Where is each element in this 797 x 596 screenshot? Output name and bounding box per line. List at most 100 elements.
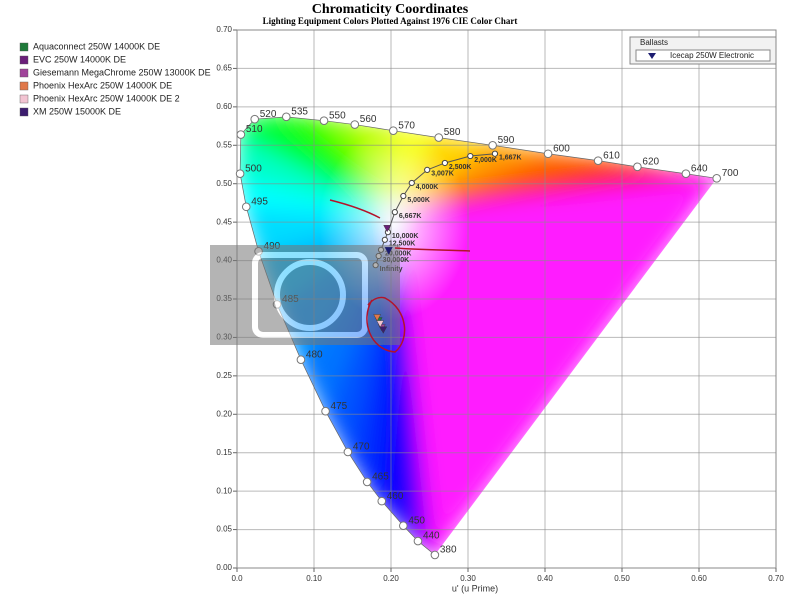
ballast-point [384, 247, 393, 255]
data-point [383, 225, 391, 233]
legend-label: Icecap 250W Electronic [670, 51, 754, 60]
cct-label: 10,000K [392, 233, 418, 240]
wavelength-marker [712, 174, 722, 183]
wavelength-marker [319, 116, 329, 125]
wavelength-label: 590 [498, 135, 515, 146]
wavelength-label: 560 [360, 114, 377, 125]
cct-marker [441, 159, 448, 167]
legend-swatch [19, 107, 29, 117]
wavelength-marker [434, 133, 444, 142]
wavelength-marker [430, 550, 440, 560]
wavelength-marker [681, 169, 691, 179]
x-tick-label: 0.50 [614, 574, 630, 583]
wavelength-marker [235, 169, 245, 179]
wavelength-label: 510 [246, 124, 263, 135]
legend-label: Phoenix HexArc 250W 14000K DE [33, 80, 172, 90]
legend-swatch [19, 55, 29, 65]
cct-marker [391, 209, 398, 216]
y-tick-label: 0.60 [216, 102, 232, 111]
y-tick-label: 0.20 [216, 409, 232, 418]
cct-label: 12,500K [389, 241, 415, 248]
wavelength-label: 495 [251, 196, 268, 207]
legend-label: Phoenix HexArc 250W 14000K DE 2 [33, 93, 180, 103]
x-tick-label: 0.20 [383, 574, 399, 583]
wavelength-label: 700 [722, 168, 739, 179]
wavelength-label: 550 [329, 110, 346, 121]
wavelength-marker [250, 114, 260, 124]
cct-marker [408, 179, 415, 187]
legend: Aquaconnect 250W 14000K DE EVC 250W 14000… [19, 41, 211, 117]
legend-label: EVC 250W 14000K DE [33, 54, 126, 64]
cct-marker [491, 150, 499, 157]
y-tick-label: 0.70 [216, 25, 232, 34]
wavelength-label: 620 [642, 156, 659, 167]
wavelength-label: 450 [408, 515, 425, 526]
x-tick-label: 0.30 [460, 574, 476, 583]
x-axis-label: u' (u Prime) [452, 583, 498, 593]
wavelength-label: 600 [553, 143, 570, 154]
wavelength-marker [281, 112, 291, 122]
wavelength-label: 520 [260, 109, 277, 120]
wavelength-marker [350, 120, 360, 129]
y-tick-label: 0.10 [216, 486, 232, 495]
cct-label: 1,667K [499, 155, 522, 162]
cct-label: 5,000K [407, 197, 430, 204]
wavelength-label: 570 [398, 120, 415, 131]
legend-swatch [19, 81, 29, 91]
y-tick-label: 0.25 [216, 371, 232, 380]
wavelength-label: 475 [331, 401, 348, 412]
cct-marker [424, 166, 431, 173]
cct-marker [400, 192, 407, 200]
wavelength-label: 610 [603, 150, 620, 161]
legend-swatch [19, 42, 29, 52]
wavelength-marker [413, 536, 423, 546]
cct-marker [467, 152, 474, 160]
wavelength-marker [377, 496, 387, 506]
wavelength-marker [343, 447, 353, 457]
x-tick-label: 0.40 [537, 574, 553, 583]
wavelength-marker [399, 521, 408, 531]
cct-label: 6,667K [399, 213, 422, 220]
cct-label: 4,000K [416, 184, 439, 191]
y-tick-label: 0.65 [216, 64, 232, 73]
wavelength-label: 480 [306, 349, 323, 360]
wavelength-label: 380 [440, 545, 457, 556]
cct-marker [381, 236, 388, 243]
data-point [373, 314, 381, 322]
cct-label: 2,000K [474, 157, 497, 164]
wavelength-marker [593, 156, 603, 165]
wavelength-label: 470 [353, 442, 370, 453]
wavelength-label: 500 [245, 163, 262, 174]
cct-label: 3,007K [431, 171, 454, 178]
x-tick-label: 0.0 [231, 574, 243, 583]
chart-title: Chromaticity Coordinates [312, 2, 469, 17]
wavelength-label: 465 [372, 472, 389, 483]
wavelength-marker [389, 126, 398, 135]
x-tick-label: 0.70 [768, 574, 784, 583]
legend-label: Giesemann MegaChrome 250W 13000K DE [33, 67, 211, 77]
y-tick-label: 0.15 [216, 448, 232, 457]
wavelength-label: 580 [444, 127, 461, 138]
wavelength-marker [241, 202, 251, 212]
wavelength-marker [543, 149, 553, 159]
x-tick-label: 0.60 [691, 574, 707, 583]
ballast-legend: Ballasts [629, 36, 777, 65]
cct-label: 2,500K [449, 164, 472, 171]
wavelength-label: 440 [423, 531, 440, 542]
wavelength-marker [236, 130, 246, 139]
watermark [210, 245, 400, 345]
legend-swatch [19, 94, 29, 104]
y-tick-label: 0.00 [216, 563, 232, 572]
x-tick-label: 0.10 [306, 574, 322, 583]
data-point [379, 326, 388, 334]
annotation-scribbles [329, 199, 471, 353]
wavelength-label: 640 [691, 163, 708, 174]
wavelength-marker [296, 355, 306, 365]
wavelength-marker [362, 477, 372, 487]
y-tick-label: 0.05 [216, 525, 232, 534]
data-point [376, 320, 385, 328]
legend-swatch [19, 68, 29, 78]
wavelength-label: 460 [387, 491, 404, 502]
legend-label: XM 250W 15000K DE [33, 106, 121, 116]
